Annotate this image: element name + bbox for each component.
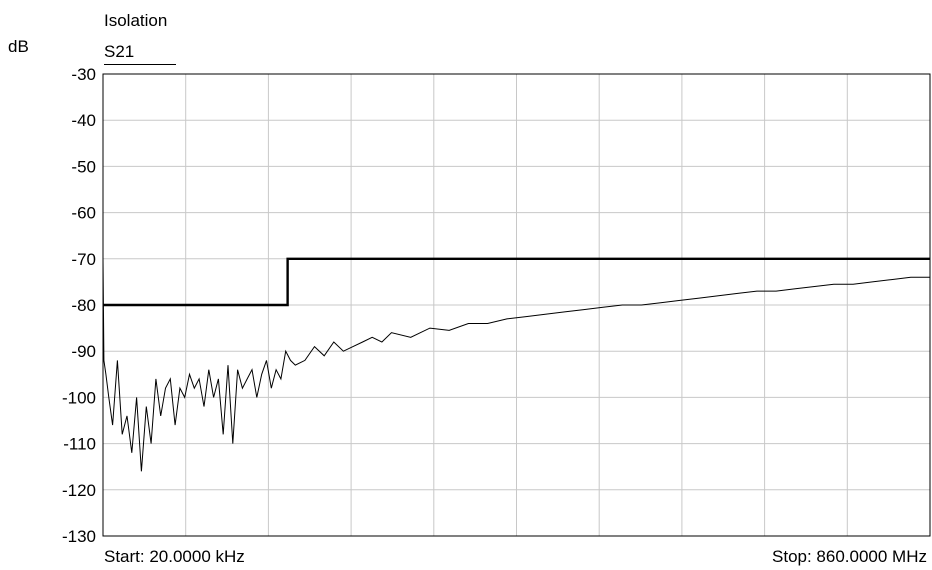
y-tick-labels: -30 -40 -50 -60 -70 -80 -90 -100 -110 -120 -130 xyxy=(62,65,96,546)
s21-trace xyxy=(102,258,930,472)
y-axis-unit-label: dB xyxy=(8,37,29,56)
y-tick-label: -80 xyxy=(71,296,96,315)
chart-title: Isolation xyxy=(104,11,168,30)
legend-underline xyxy=(104,64,176,65)
y-tick-label: -120 xyxy=(62,481,96,500)
limit-line xyxy=(103,257,930,307)
legend-series-label: S21 xyxy=(104,42,135,61)
y-tick-label: -100 xyxy=(62,388,96,407)
y-tick-label: -70 xyxy=(71,250,96,269)
y-tick-label: -110 xyxy=(63,435,96,454)
y-tick-label: -60 xyxy=(71,204,96,223)
stop-frequency-label: Stop: 860.0000 MHz xyxy=(772,547,927,566)
start-frequency-label: Start: 20.0000 kHz xyxy=(104,547,245,566)
y-tick-label: -50 xyxy=(71,157,96,176)
y-tick-label: -90 xyxy=(71,342,96,361)
y-tick-label: -130 xyxy=(62,527,96,546)
grid-lines xyxy=(103,74,930,536)
y-tick-label: -40 xyxy=(71,111,96,130)
y-tick-label: -30 xyxy=(71,65,96,84)
